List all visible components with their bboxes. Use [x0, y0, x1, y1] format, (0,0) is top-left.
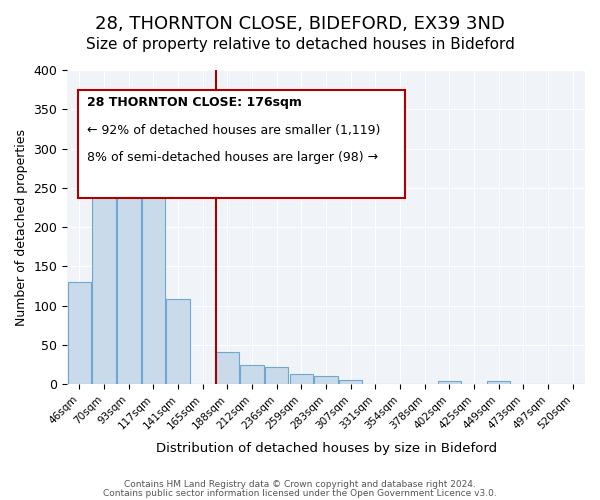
Bar — [68, 282, 91, 384]
Bar — [142, 174, 165, 384]
Bar — [265, 367, 289, 384]
Text: Contains public sector information licensed under the Open Government Licence v3: Contains public sector information licen… — [103, 488, 497, 498]
X-axis label: Distribution of detached houses by size in Bideford: Distribution of detached houses by size … — [155, 442, 497, 455]
Text: Size of property relative to detached houses in Bideford: Size of property relative to detached ho… — [86, 38, 514, 52]
Y-axis label: Number of detached properties: Number of detached properties — [15, 128, 28, 326]
Bar — [339, 380, 362, 384]
Text: 28, THORNTON CLOSE, BIDEFORD, EX39 3ND: 28, THORNTON CLOSE, BIDEFORD, EX39 3ND — [95, 15, 505, 33]
Bar — [314, 376, 338, 384]
Text: ← 92% of detached houses are smaller (1,119): ← 92% of detached houses are smaller (1,… — [87, 124, 380, 137]
Bar — [117, 138, 140, 384]
Bar — [92, 159, 116, 384]
Text: 28 THORNTON CLOSE: 176sqm: 28 THORNTON CLOSE: 176sqm — [87, 96, 302, 109]
Text: Contains HM Land Registry data © Crown copyright and database right 2024.: Contains HM Land Registry data © Crown c… — [124, 480, 476, 489]
Text: 8% of semi-detached houses are larger (98) →: 8% of semi-detached houses are larger (9… — [87, 151, 378, 164]
Bar — [437, 381, 461, 384]
Bar — [290, 374, 313, 384]
Bar — [216, 352, 239, 384]
Bar — [166, 300, 190, 384]
Bar — [487, 381, 511, 384]
Bar — [241, 364, 264, 384]
